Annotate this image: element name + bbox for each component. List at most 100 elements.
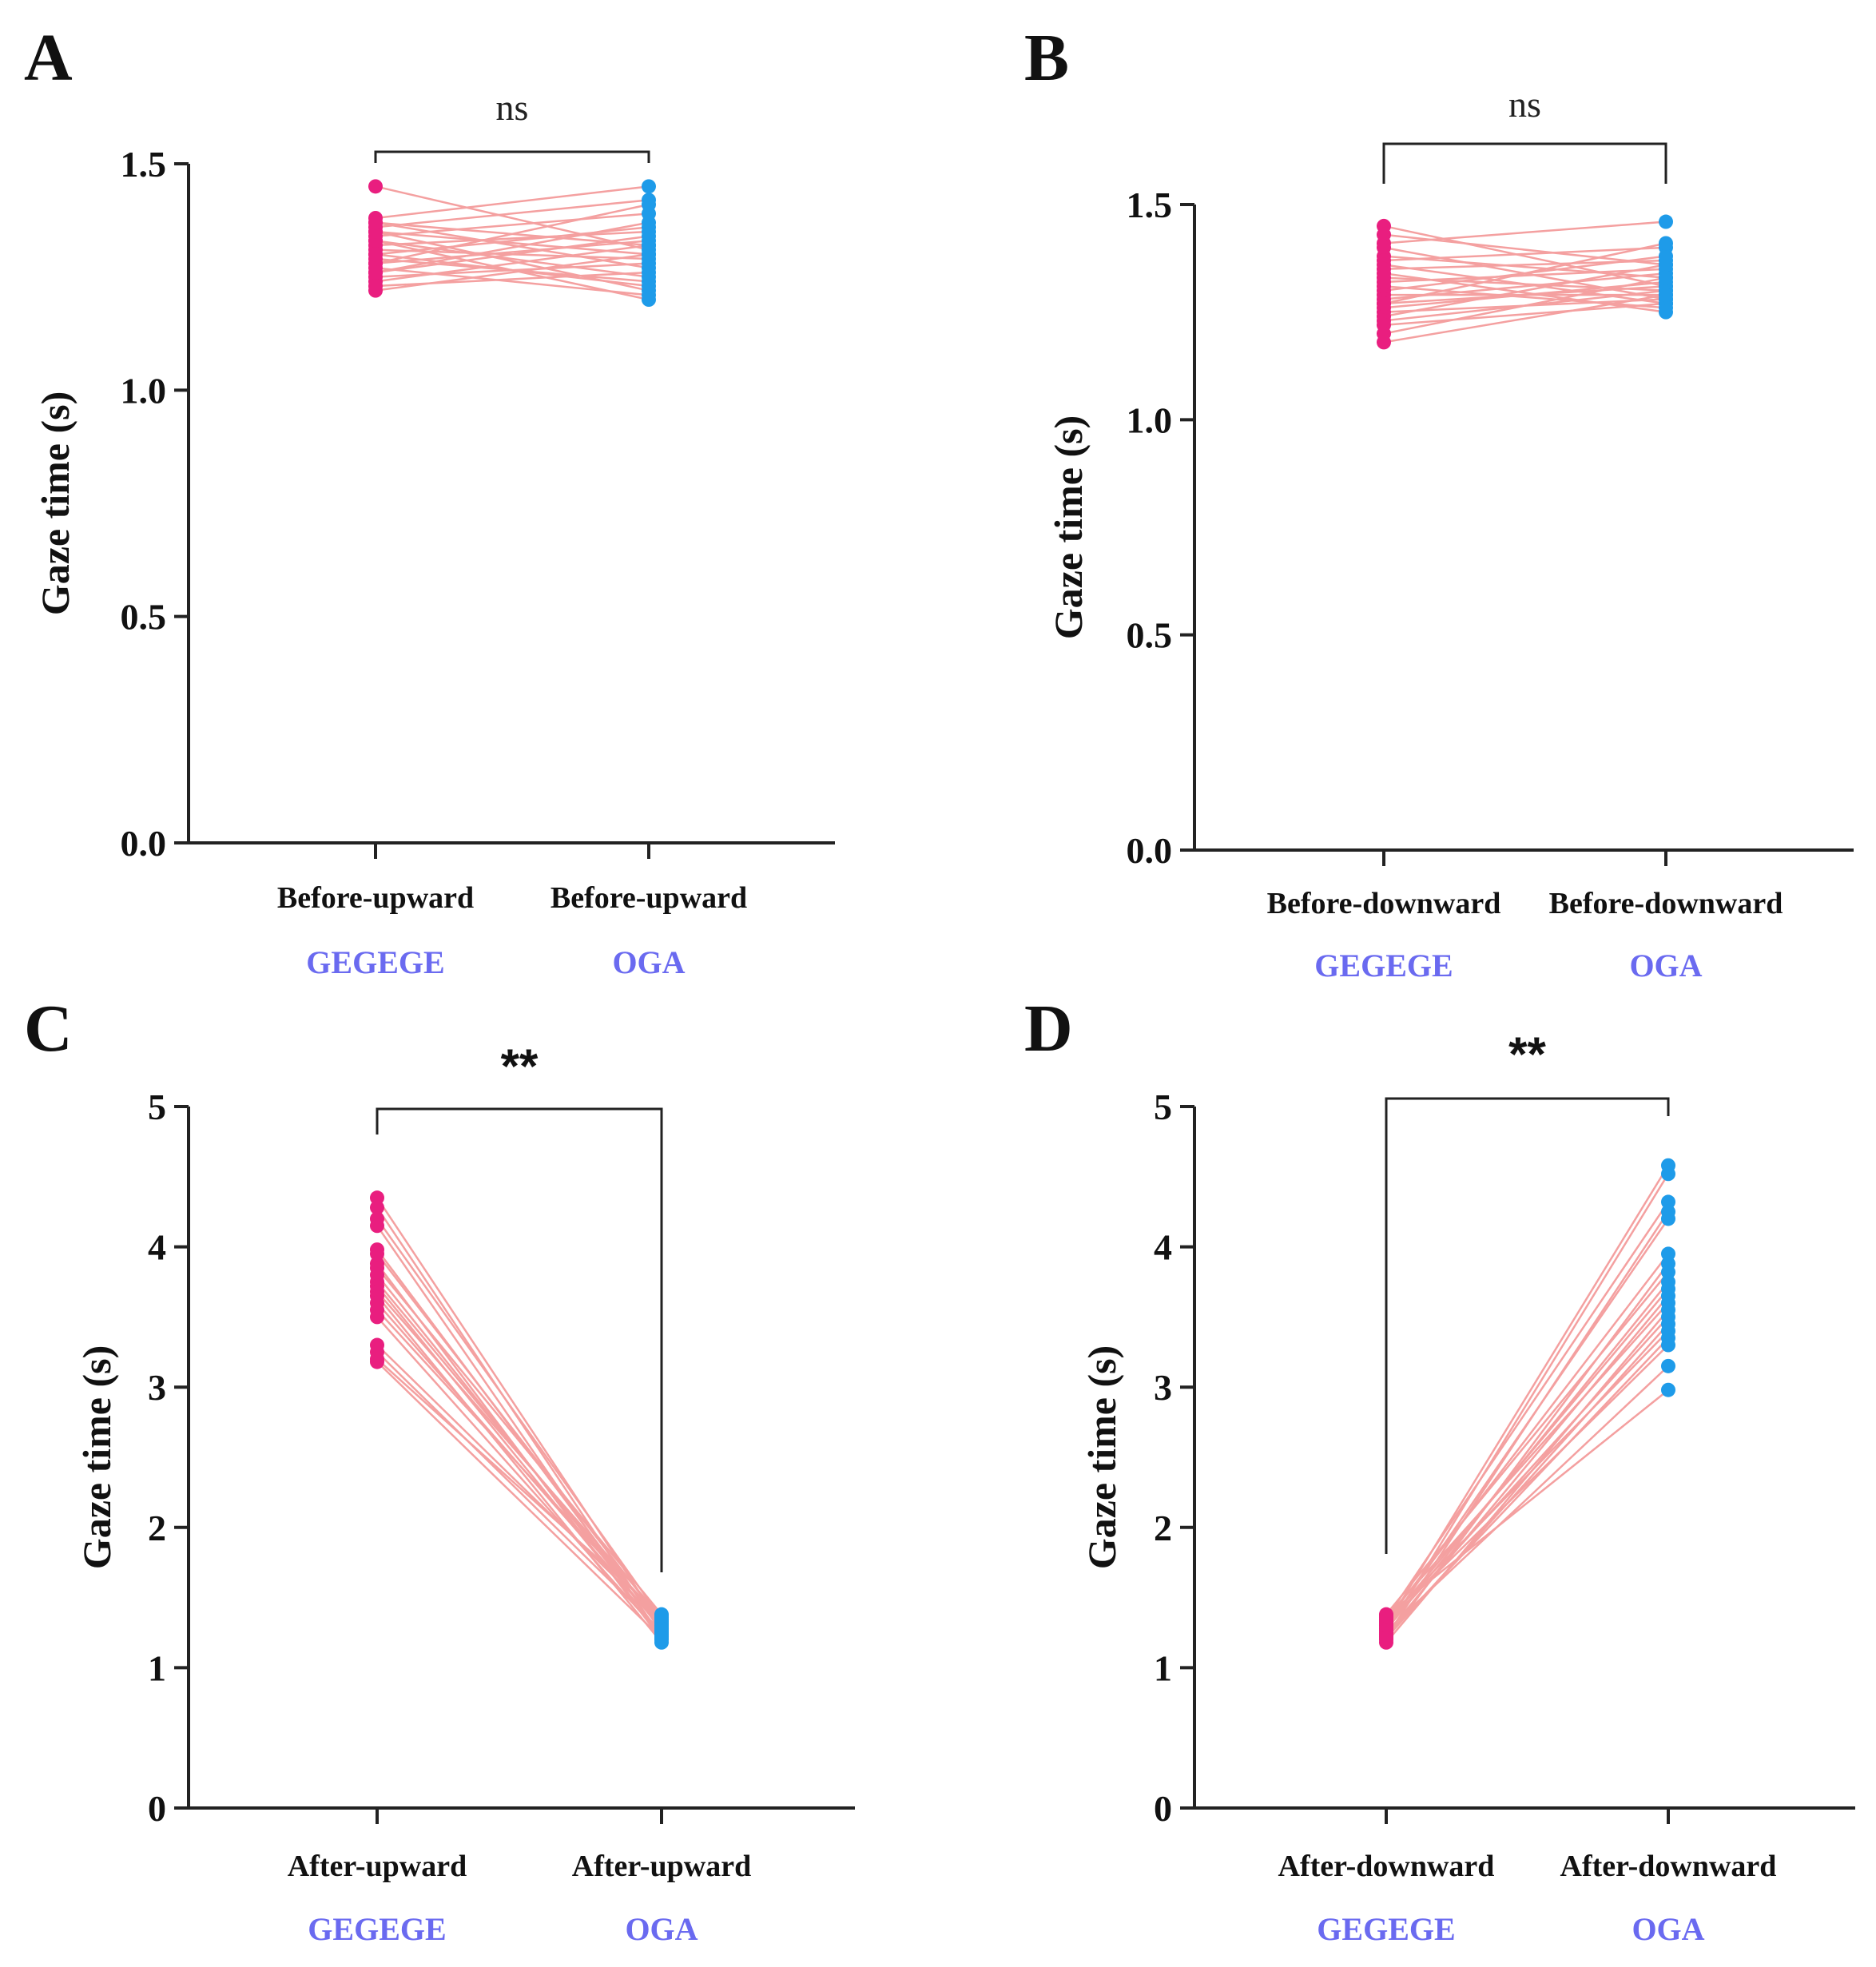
paired-line bbox=[376, 1358, 662, 1617]
significance-label: ** bbox=[501, 1039, 539, 1093]
oga-point bbox=[642, 265, 656, 280]
paired-line bbox=[375, 221, 650, 274]
paired-line bbox=[375, 230, 650, 256]
panel-B: B 0.0 0.5 1.0 1.5 Gaze time (s) Before-downwar… bbox=[1024, 21, 1854, 984]
paired-line bbox=[376, 1316, 662, 1636]
y-tick-label: 1.5 bbox=[1127, 185, 1173, 225]
oga-point bbox=[642, 292, 656, 307]
group-label: GEGEGE bbox=[1317, 1911, 1455, 1947]
group-label: GEGEGE bbox=[1314, 948, 1453, 984]
y-tick-label: 0.5 bbox=[121, 597, 167, 638]
oga-point bbox=[1659, 288, 1673, 303]
paired-line bbox=[1385, 1389, 1669, 1617]
y-tick-label: 0 bbox=[1154, 1788, 1172, 1829]
paired-line bbox=[375, 199, 650, 228]
gegege-point bbox=[370, 1200, 384, 1215]
y-axis-title: Gaze time (s) bbox=[1079, 1345, 1124, 1569]
oga-point bbox=[1661, 1211, 1675, 1226]
y-tick-label: 1.0 bbox=[1127, 399, 1173, 440]
paired-line bbox=[1385, 1302, 1669, 1619]
paired-line bbox=[1383, 264, 1667, 318]
group-label: OGA bbox=[1629, 948, 1702, 984]
panel-A: A 0.0 0.5 1.0 1.5 Gaze time (s) Before-upward G… bbox=[24, 21, 835, 980]
gegege-point bbox=[368, 247, 383, 262]
oga-point bbox=[1659, 304, 1673, 320]
panel-D: D 0 1 2 3 4 5 Gaze time (s) After-downward GEGEGE… bbox=[1024, 991, 1855, 1947]
paired-line bbox=[375, 213, 650, 237]
significance-label: ** bbox=[1508, 1027, 1546, 1081]
gegege-point bbox=[1379, 1631, 1393, 1646]
paired-line bbox=[1383, 285, 1667, 309]
significance-label: ns bbox=[496, 87, 529, 128]
panel-letter: B bbox=[1024, 21, 1069, 95]
paired-line bbox=[375, 253, 650, 292]
paired-line bbox=[376, 1197, 663, 1627]
y-tick-label: 2 bbox=[1154, 1508, 1172, 1548]
y-axis-title: Gaze time (s) bbox=[33, 391, 78, 615]
oga-point bbox=[1659, 270, 1673, 285]
y-tick-label: 0.0 bbox=[121, 823, 167, 864]
paired-line bbox=[376, 1253, 662, 1623]
y-tick-label: 5 bbox=[1154, 1087, 1172, 1127]
panel-letter: A bbox=[24, 21, 73, 95]
x-category-label: After-upward bbox=[288, 1850, 467, 1883]
paired-line bbox=[1383, 276, 1667, 335]
paired-line bbox=[1383, 302, 1667, 327]
paired-line bbox=[1383, 221, 1667, 244]
gegege-point bbox=[1377, 296, 1391, 311]
oga-point bbox=[642, 215, 656, 230]
y-tick-label: 5 bbox=[148, 1087, 166, 1127]
panel-letter: D bbox=[1024, 991, 1073, 1066]
paired-line bbox=[375, 185, 650, 220]
significance-bracket bbox=[374, 150, 650, 163]
paired-line bbox=[376, 1361, 662, 1639]
x-category-label: Before-upward bbox=[550, 881, 747, 915]
x-category-label: After-downward bbox=[1278, 1850, 1495, 1883]
oga-point bbox=[642, 179, 656, 194]
paired-line bbox=[376, 1344, 662, 1624]
y-tick-label: 1.5 bbox=[121, 144, 167, 185]
oga-point bbox=[1661, 1358, 1675, 1373]
oga-point bbox=[1661, 1382, 1675, 1397]
significance-label: ns bbox=[1508, 84, 1541, 125]
oga-point bbox=[642, 197, 656, 212]
paired-line bbox=[1385, 1344, 1669, 1624]
gegege-point bbox=[370, 1354, 384, 1369]
y-axis-title: Gaze time (s) bbox=[74, 1345, 119, 1569]
paired-line bbox=[1383, 242, 1667, 305]
y-tick-label: 1 bbox=[148, 1647, 166, 1688]
paired-line bbox=[1383, 246, 1667, 262]
oga-point bbox=[1659, 236, 1673, 251]
paired-line bbox=[1385, 1330, 1669, 1621]
paired-line bbox=[375, 230, 650, 247]
paired-line bbox=[1383, 272, 1667, 300]
y-tick-label: 1 bbox=[1154, 1647, 1172, 1688]
paired-line bbox=[375, 185, 650, 251]
y-tick-label: 3 bbox=[148, 1367, 166, 1408]
panel-letter: C bbox=[24, 991, 73, 1066]
significance-bracket bbox=[376, 1107, 663, 1572]
paired-line bbox=[1383, 225, 1667, 288]
x-category-label: After-upward bbox=[572, 1850, 751, 1883]
paired-line bbox=[1385, 1295, 1669, 1635]
panel-C: C 0 1 2 3 4 5 Gaze time (s) After-upward GEGEGE Af… bbox=[24, 991, 855, 1947]
oga-point bbox=[1659, 214, 1673, 229]
paired-line bbox=[1383, 293, 1667, 344]
paired-line bbox=[376, 1290, 662, 1619]
x-category-label: Before-downward bbox=[1549, 887, 1783, 920]
gegege-point bbox=[1379, 1608, 1393, 1623]
group-label: GEGEGE bbox=[308, 1911, 446, 1947]
oga-point bbox=[1661, 1317, 1675, 1332]
y-tick-label: 0.5 bbox=[1127, 615, 1173, 656]
gegege-point bbox=[1377, 335, 1391, 350]
paired-line bbox=[1385, 1201, 1670, 1619]
paired-line bbox=[376, 1218, 663, 1619]
group-label: OGA bbox=[1632, 1911, 1704, 1947]
paired-line bbox=[375, 240, 650, 278]
y-tick-label: 0 bbox=[148, 1788, 166, 1829]
gegege-point bbox=[368, 179, 383, 194]
x-category-label: Before-upward bbox=[277, 881, 474, 915]
paired-line bbox=[375, 221, 650, 247]
x-category-label: After-downward bbox=[1560, 1850, 1777, 1883]
